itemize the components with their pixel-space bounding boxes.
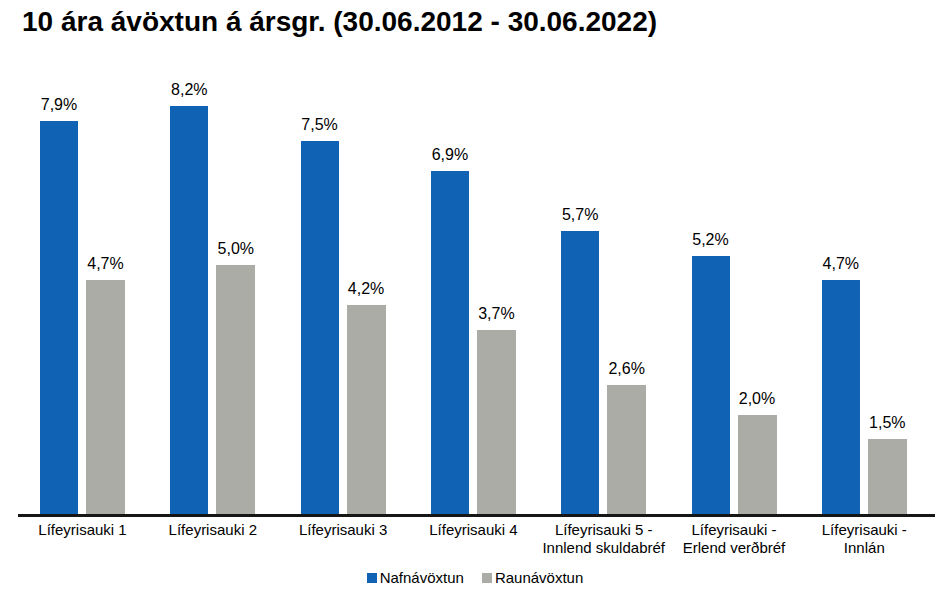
category-label-2: Lífeyrisauki 2 <box>138 521 288 539</box>
value-label-nafnavoxtun-5: 5,7% <box>545 206 615 224</box>
bar-nafnavoxtun-2 <box>170 106 208 514</box>
legend-item-raunavoxtun: Raunávöxtun <box>482 569 583 586</box>
legend-swatch-raunavoxtun <box>482 573 492 583</box>
legend-label-nafnavoxtun: Nafnávöxtun <box>380 569 464 586</box>
legend-item-nafnavoxtun: Nafnávöxtun <box>367 569 464 586</box>
value-label-raunavoxtun-3: 4,2% <box>331 280 401 298</box>
value-label-raunavoxtun-1: 4,7% <box>71 255 141 273</box>
bar-raunavoxtun-1 <box>86 280 125 514</box>
value-label-nafnavoxtun-3: 7,5% <box>285 116 355 134</box>
bar-nafnavoxtun-7 <box>822 280 860 514</box>
value-label-nafnavoxtun-2: 8,2% <box>154 81 224 99</box>
bar-raunavoxtun-2 <box>216 265 255 514</box>
value-label-raunavoxtun-5: 2,6% <box>592 360 662 378</box>
value-label-nafnavoxtun-7: 4,7% <box>806 255 876 273</box>
value-label-raunavoxtun-4: 3,7% <box>461 305 531 323</box>
bar-raunavoxtun-7 <box>868 439 907 514</box>
x-axis-line <box>18 514 935 517</box>
bar-raunavoxtun-5 <box>607 385 646 514</box>
category-label-6: Lífeyrisauki - Erlend verðbréf <box>659 521 809 557</box>
legend-swatch-nafnavoxtun <box>367 573 377 583</box>
value-label-nafnavoxtun-6: 5,2% <box>676 231 746 249</box>
category-label-1: Lífeyrisauki 1 <box>8 521 158 539</box>
bar-raunavoxtun-4 <box>477 330 516 514</box>
bar-raunavoxtun-3 <box>347 305 386 514</box>
value-label-nafnavoxtun-1: 7,9% <box>24 96 94 114</box>
bar-nafnavoxtun-3 <box>301 141 339 514</box>
legend: Nafnávöxtun Raunávöxtun <box>0 569 950 586</box>
category-label-5: Lífeyrisauki 5 - Innlend skuldabréf <box>529 521 679 557</box>
value-label-raunavoxtun-6: 2,0% <box>722 390 792 408</box>
category-label-4: Lífeyrisauki 4 <box>398 521 548 539</box>
category-label-3: Lífeyrisauki 3 <box>268 521 418 539</box>
bar-raunavoxtun-6 <box>738 415 777 514</box>
chart-page: 10 ára ávöxtun á ársgr. (30.06.2012 - 30… <box>0 0 950 604</box>
value-label-raunavoxtun-2: 5,0% <box>201 240 271 258</box>
category-label-7: Lífeyrisauki - Innlán <box>789 521 939 557</box>
legend-label-raunavoxtun: Raunávöxtun <box>495 569 583 586</box>
bar-nafnavoxtun-1 <box>40 121 78 514</box>
value-label-nafnavoxtun-4: 6,9% <box>415 146 485 164</box>
plot-area: 7,9% 4,7% Lífeyrisauki 1 8,2% 5,0% Lífeyrisau… <box>0 0 950 604</box>
bar-nafnavoxtun-6 <box>692 256 730 514</box>
bar-nafnavoxtun-4 <box>431 171 469 514</box>
value-label-raunavoxtun-7: 1,5% <box>852 414 922 432</box>
